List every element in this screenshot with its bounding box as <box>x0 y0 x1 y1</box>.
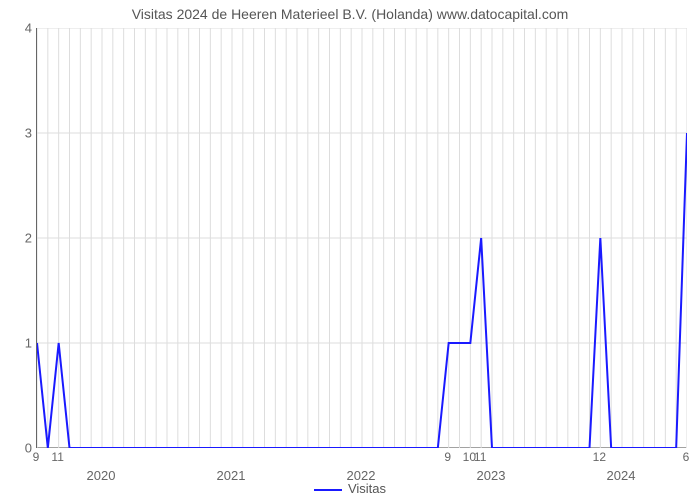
legend-label: Visitas <box>348 481 386 496</box>
gridlines <box>37 28 687 448</box>
point-label: 9 <box>33 450 40 464</box>
point-label: 9 <box>444 450 451 464</box>
ytick-label: 0 <box>8 441 32 456</box>
ytick-label: 3 <box>8 126 32 141</box>
legend-swatch <box>314 489 342 491</box>
ytick-label: 2 <box>8 231 32 246</box>
plot-svg <box>37 28 687 448</box>
legend: Visitas <box>0 481 700 496</box>
ytick-label: 4 <box>8 21 32 36</box>
chart-title: Visitas 2024 de Heeren Materieel B.V. (H… <box>0 6 700 22</box>
point-label: 11 <box>474 450 486 464</box>
plot-area <box>36 28 686 448</box>
point-label: 6 <box>683 450 690 464</box>
point-label: 11 <box>51 450 63 464</box>
point-label: 12 <box>593 450 606 464</box>
ytick-label: 1 <box>8 336 32 351</box>
